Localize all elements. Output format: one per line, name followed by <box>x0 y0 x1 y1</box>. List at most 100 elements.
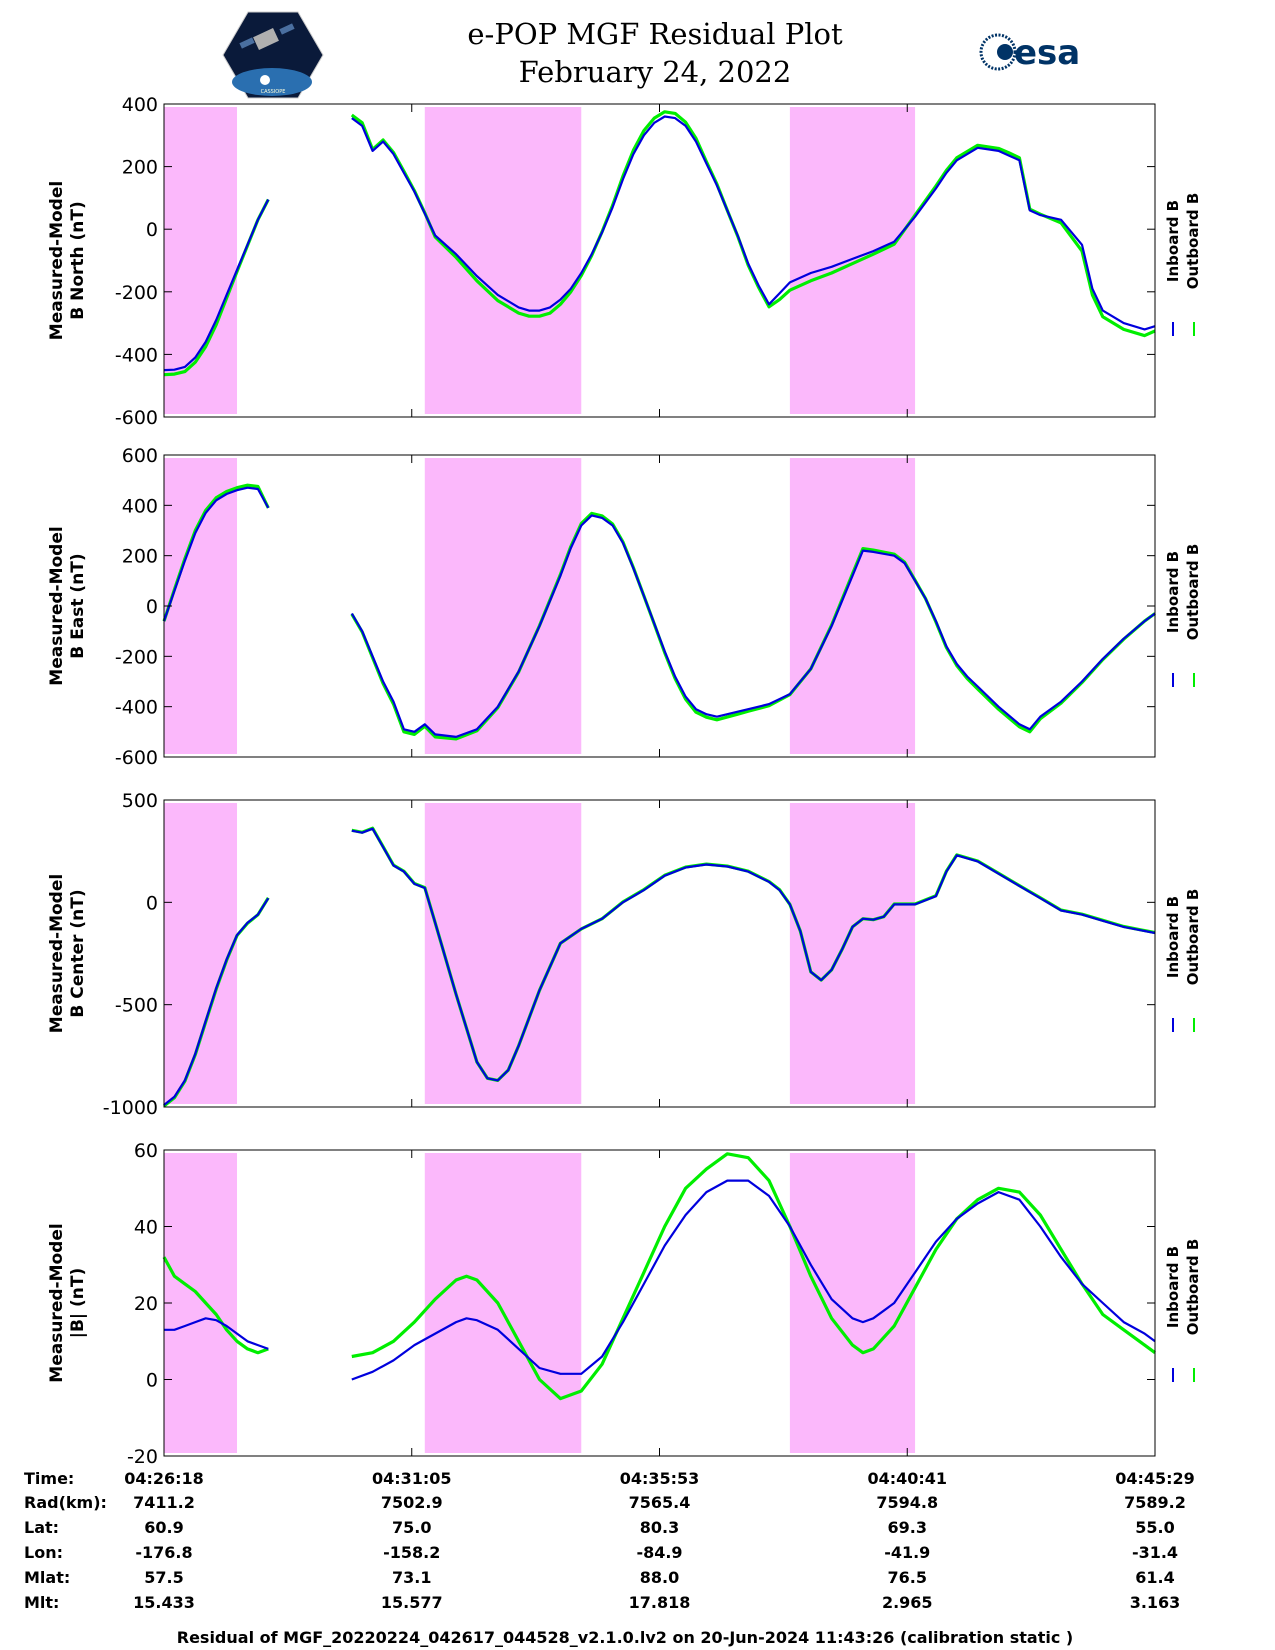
table-cell: 80.3 <box>640 1518 679 1537</box>
cassiope-logo-text: CASSIOPE <box>261 89 286 95</box>
y-axis-label: Measured-ModelB Center (nT) <box>47 874 88 1033</box>
inboard-series-line <box>162 486 270 622</box>
esa-logo: esa <box>979 33 1080 73</box>
y-tick-label: 40 <box>134 1217 158 1239</box>
y-tick-label: 400 <box>122 495 158 517</box>
legend-label-outboard: Outboard B <box>1184 1239 1202 1336</box>
shaded-region <box>164 107 238 414</box>
table-cell: 7411.2 <box>133 1493 195 1512</box>
shaded-region <box>789 1153 916 1453</box>
y-tick-label: -600 <box>115 407 158 429</box>
table-cell: -158.2 <box>383 1543 440 1562</box>
y-tick-label: 0 <box>146 219 158 241</box>
shaded-region <box>424 1153 582 1453</box>
table-cell: -176.8 <box>135 1543 192 1562</box>
panel-1: 400 200 0 -200 -400 -600 Measured-ModelB North… <box>47 94 1202 429</box>
table-row-label: Time: <box>24 1469 74 1488</box>
y-axis-label-line-1: Measured-Model <box>47 526 67 685</box>
inboard-series-line <box>350 514 1156 738</box>
y-tick-label: 400 <box>122 94 158 116</box>
shaded-region <box>424 458 582 754</box>
inboard-series-line <box>351 1179 1156 1381</box>
table-cell: 55.0 <box>1135 1518 1174 1537</box>
table-cell: 75.0 <box>392 1518 431 1537</box>
table-cell: 7594.8 <box>876 1493 938 1512</box>
y-axis-label-line-1: Measured-Model <box>47 181 67 340</box>
table-cell: -84.9 <box>636 1543 682 1562</box>
inboard-series-line <box>163 897 270 1106</box>
y-tick-label: -1000 <box>103 1097 158 1119</box>
panel-4: 60 40 20 0 -20 Measured-Model|B| (nT) Inboard … <box>47 1140 1202 1468</box>
y-tick-label: 500 <box>122 790 158 812</box>
table-cell: 15.577 <box>381 1593 443 1612</box>
footer-caption: Residual of MGF_20220224_042617_044528_v… <box>177 1628 1073 1647</box>
legend-label-inboard: Inboard B <box>1164 551 1182 633</box>
table-cell: 04:45:29 <box>1115 1469 1195 1488</box>
y-tick-label: 20 <box>134 1293 158 1315</box>
panel-2: 600 400 200 0 -200 -400 -600 Measured-ModelB Ea… <box>47 445 1202 769</box>
table-cell: 73.1 <box>392 1568 431 1587</box>
y-tick-label: -200 <box>115 646 158 668</box>
header: CASSIOPE e-POP MGF Residual Plot Februar… <box>222 11 1080 99</box>
table-cell: 04:40:41 <box>867 1469 947 1488</box>
y-axis-label-line-2: B Center (nT) <box>68 889 88 1017</box>
table-cell: 04:26:18 <box>124 1469 204 1488</box>
cassiope-logo: CASSIOPE <box>222 11 324 99</box>
table-cell: -31.4 <box>1132 1543 1178 1562</box>
y-axis-label-line-2: |B| (nT) <box>68 1268 88 1339</box>
y-tick-label: -20 <box>127 1446 158 1468</box>
legend-label-outboard: Outboard B <box>1184 889 1202 986</box>
plot-frame <box>163 799 1156 1108</box>
table-cell: 88.0 <box>640 1568 679 1587</box>
legend-label-inboard: Inboard B <box>1164 200 1182 282</box>
legend: Inboard B Outboard B <box>1164 544 1202 687</box>
y-tick-label: 200 <box>122 546 158 568</box>
y-axis-label-line-2: B North (nT) <box>68 201 88 320</box>
table-cell: 60.9 <box>144 1518 183 1537</box>
y-axis-label-line-2: B East (nT) <box>68 553 88 658</box>
legend: Inboard B Outboard B <box>1164 1239 1202 1382</box>
table-cell: 7502.9 <box>381 1493 443 1512</box>
y-axis-label: Measured-Model|B| (nT) <box>47 1223 88 1382</box>
y-tick-label: -400 <box>115 344 158 366</box>
y-tick-label: 0 <box>146 892 158 914</box>
table-row-label: Rad(km): <box>24 1493 107 1512</box>
table-row-label: Mlat: <box>24 1568 70 1587</box>
inboard-series-line <box>351 827 1156 1082</box>
shaded-region <box>789 803 916 1104</box>
outboard-series-line <box>162 1256 269 1355</box>
shaded-region <box>164 458 238 754</box>
y-tick-label: -600 <box>115 747 158 769</box>
y-tick-label: 600 <box>122 445 158 467</box>
table-cell: 76.5 <box>888 1568 927 1587</box>
inboard-series-line <box>163 198 270 372</box>
table-cell: 69.3 <box>888 1518 927 1537</box>
table-cell: 17.818 <box>629 1593 691 1612</box>
shaded-region <box>164 1153 238 1453</box>
y-tick-label: 200 <box>122 157 158 179</box>
legend-label-outboard: Outboard B <box>1184 544 1202 641</box>
shaded-region <box>424 107 582 414</box>
y-axis-label: Measured-ModelB North (nT) <box>47 181 88 340</box>
outboard-series-line <box>351 1152 1156 1401</box>
y-tick-label: -500 <box>115 995 158 1017</box>
legend-label-inboard: Inboard B <box>1164 896 1182 978</box>
y-tick-label: 0 <box>146 596 158 618</box>
outboard-series-line <box>350 511 1156 741</box>
y-tick-label: -200 <box>115 282 158 304</box>
table-cell: 7589.2 <box>1124 1493 1186 1512</box>
title-line-1: e-POP MGF Residual Plot <box>467 17 843 51</box>
esa-logo-text: esa <box>1014 33 1080 73</box>
table-cell: 3.163 <box>1130 1593 1181 1612</box>
table-cell: -41.9 <box>884 1543 930 1562</box>
y-tick-label: 0 <box>146 1370 158 1392</box>
table-cell: 04:31:05 <box>372 1469 452 1488</box>
y-tick-label: -400 <box>115 697 158 719</box>
legend: Inboard B Outboard B <box>1164 193 1202 336</box>
shaded-region <box>789 458 916 754</box>
table-row-label: Lon: <box>24 1543 63 1562</box>
shaded-region <box>424 803 582 1104</box>
table-cell: 2.965 <box>882 1593 933 1612</box>
shaded-region <box>164 803 238 1104</box>
